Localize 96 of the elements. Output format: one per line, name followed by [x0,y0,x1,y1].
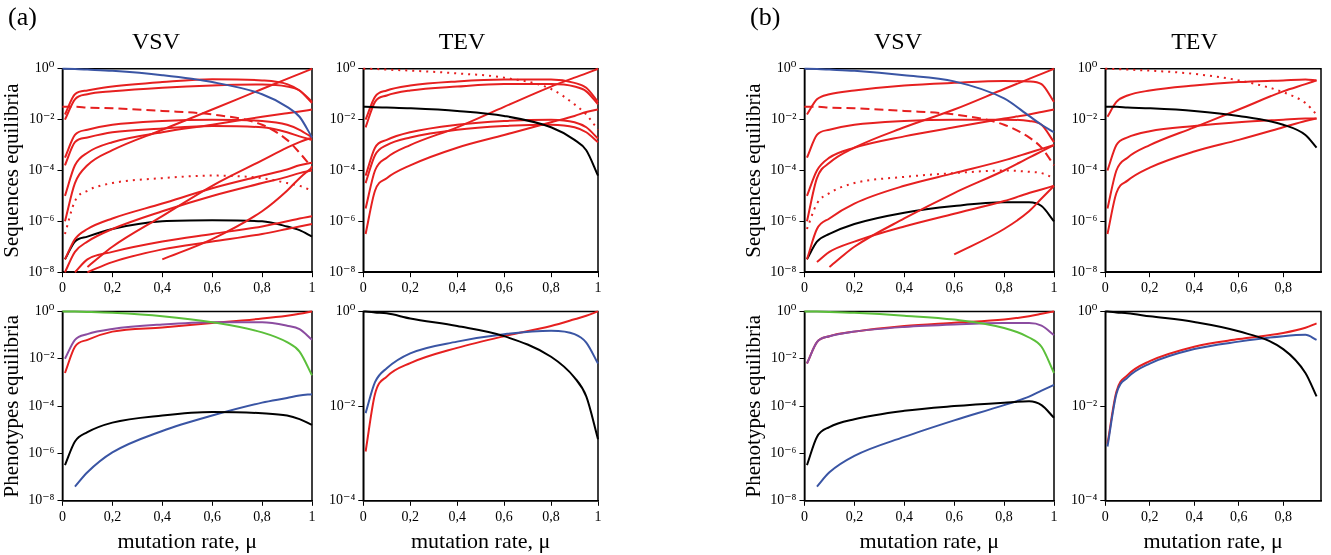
x-tick-label: 1 [1050,508,1058,524]
x-axis-title: mutation rate, μ [410,527,551,553]
x-tick-label: 0,2 [401,280,419,296]
x-tick-label: 0,2 [845,280,864,296]
y-tick-label: 10⁰ [335,60,356,76]
x-tick-label: 0,2 [401,508,419,524]
x-tick-label: 0 [359,508,367,524]
y-tick-label: 10⁻⁸ [770,263,797,279]
x-tick-label: 1 [594,508,602,524]
y-tick-label: 10⁻⁶ [770,213,797,229]
x-tick-label: 0,2 [1141,280,1159,296]
chart-title: TEV [1171,27,1219,54]
x-tick-label: 0,8 [1274,280,1292,296]
y-axis-title: Sequences equilibria [0,82,24,258]
x-tick-label: 1 [594,280,602,296]
x-tick-label: 0,8 [542,508,560,524]
x-tick-label: 0,4 [895,508,914,524]
y-tick-label: 10⁻⁴ [28,397,55,413]
y-tick-label: 10⁰ [776,60,797,76]
x-tick-label: 0 [800,508,808,524]
x-tick-label: 1 [1050,280,1058,296]
y-tick-label: 10⁻⁴ [328,162,356,178]
x-tick-label: 0,6 [945,508,963,524]
y-tick-label: 10⁻² [1071,111,1098,127]
x-tick-label: 0,6 [1229,280,1248,296]
y-axis-title: Phenotypes equilibria [741,314,766,498]
x-tick-label: 0,8 [253,508,271,524]
y-tick-label: 10⁰ [34,60,55,76]
x-tick-label: 0,8 [253,280,271,296]
x-tick-label: 0 [800,280,808,296]
y-tick-label: 10⁻² [770,111,797,127]
y-axis-title: Phenotypes equilibria [0,314,24,498]
x-tick-label: 0 [1101,280,1109,296]
y-tick-label: 10⁻⁴ [770,162,797,178]
x-tick-label: 0,4 [448,280,466,296]
y-tick-label: 10⁻⁸ [1070,263,1098,279]
y-tick-label: 10⁰ [335,303,356,319]
x-tick-label: 0,4 [1185,280,1203,296]
x-tick-label: 0 [1101,508,1109,524]
x-tick-label: 0,6 [945,280,963,296]
text: (b) [750,2,781,32]
y-tick-label: 10⁻⁶ [1070,213,1098,229]
x-tick-label: 0,6 [1229,508,1248,524]
text: (a) [8,2,37,32]
y-tick-label: 10⁻⁴ [28,162,55,178]
x-tick-label: 1 [308,280,316,296]
chart-title: VSV [873,27,923,54]
y-tick-label: 10⁻⁴ [1070,492,1098,508]
x-tick-label: 0,2 [103,280,122,296]
y-tick-label: 10⁻⁴ [1070,162,1098,178]
y-tick-label: 10⁰ [34,303,55,319]
y-tick-label: 10⁻⁸ [28,263,55,279]
x-tick-label: 1 [308,508,316,524]
y-tick-label: 10⁻⁸ [28,492,55,508]
x-tick-label: 0 [58,280,66,296]
y-tick-label: 10⁰ [1077,60,1098,76]
x-tick-label: 0,8 [995,280,1013,296]
x-tick-label: 0,2 [1141,508,1159,524]
x-tick-label: 0 [359,280,367,296]
x-tick-label: 0,8 [1274,508,1292,524]
y-axis-title: Sequences equilibria [741,82,766,258]
x-tick-label: 0,2 [103,508,122,524]
y-tick-label: 10⁻⁴ [328,492,356,508]
y-tick-label: 10⁻⁶ [328,213,356,229]
x-tick-label: 0,4 [1185,508,1203,524]
x-tick-label: 0,4 [895,280,914,296]
x-tick-label: 0 [58,508,66,524]
y-tick-label: 10⁻² [28,111,55,127]
y-tick-label: 10⁻⁶ [28,445,55,461]
x-tick-label: 0,4 [153,508,172,524]
x-tick-label: 0,6 [203,508,221,524]
y-tick-label: 10⁻² [1071,397,1098,413]
y-tick-label: 10⁻⁸ [328,263,356,279]
x-tick-label: 0,4 [153,280,172,296]
x-tick-label: 0,6 [203,280,221,296]
y-tick-label: 10⁻⁶ [770,445,797,461]
y-tick-label: 10⁻² [329,111,356,127]
x-tick-label: 0,8 [542,280,560,296]
x-tick-label: 0,6 [495,280,513,296]
x-tick-label: 0,2 [845,508,864,524]
y-tick-label: 10⁻² [770,350,797,366]
x-tick-label: 0,8 [995,508,1013,524]
x-axis-title: mutation rate, μ [1143,527,1283,553]
x-tick-label: 0,4 [448,508,466,524]
y-tick-label: 10⁻² [28,350,55,366]
y-tick-label: 10⁻⁸ [770,492,797,508]
chart-title: VSV [131,27,181,54]
x-axis-title: mutation rate, μ [859,527,999,553]
y-tick-label: 10⁻² [329,397,356,413]
x-axis-title: mutation rate, μ [117,527,257,553]
y-tick-label: 10⁰ [1077,303,1098,319]
x-tick-label: 0,6 [495,508,513,524]
y-tick-label: 10⁻⁶ [28,213,55,229]
chart-title: TEV [438,27,486,54]
y-tick-label: 10⁰ [776,303,797,319]
y-tick-label: 10⁻⁴ [770,397,797,413]
